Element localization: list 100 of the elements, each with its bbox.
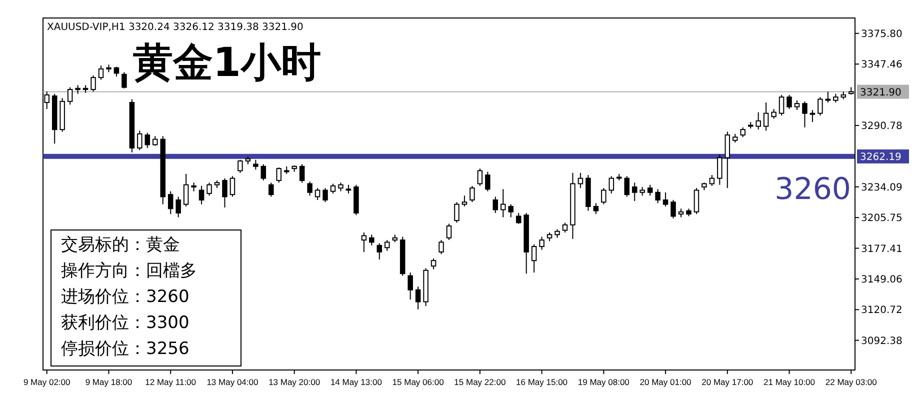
candlestick xyxy=(624,176,630,198)
candlestick xyxy=(98,65,104,80)
candlestick xyxy=(307,181,312,196)
x-tick-label: 20 May 01:00 xyxy=(640,377,692,387)
candlestick xyxy=(786,94,792,110)
candlestick xyxy=(322,188,328,203)
x-tick-label: 21 May 10:00 xyxy=(764,377,816,387)
candlestick xyxy=(253,159,258,170)
chart-subtitle: XAUUSD-VIP,H1 3320.24 3326.12 3319.38 3321.90 xyxy=(47,22,304,33)
candlestick xyxy=(516,212,522,224)
candlestick xyxy=(778,94,784,116)
x-tick-label: 15 May 22:00 xyxy=(454,377,506,387)
candlestick xyxy=(825,91,831,103)
candlestick xyxy=(740,126,746,138)
x-tick-label: 22 May 03:00 xyxy=(825,377,878,387)
candlestick xyxy=(539,236,544,250)
candlestick xyxy=(562,222,568,233)
candlestick xyxy=(430,258,436,270)
candlestick xyxy=(176,196,181,218)
candlestick xyxy=(670,199,676,219)
candlestick xyxy=(709,174,715,186)
x-tick-label: 20 May 17:00 xyxy=(702,377,754,387)
candlestick xyxy=(462,195,468,207)
candlestick xyxy=(810,110,816,122)
candlestick xyxy=(508,204,514,218)
annotation: 3260 xyxy=(774,172,851,207)
candlestick xyxy=(183,173,189,207)
candlestick xyxy=(802,100,808,128)
candlestick xyxy=(470,185,475,203)
candlestick xyxy=(694,188,700,215)
candlestick xyxy=(454,202,460,224)
annotation: 停损价位：3256 xyxy=(61,339,190,359)
candlestick xyxy=(756,112,761,130)
y-tick-label: 3092.38 xyxy=(861,336,902,347)
candlestick xyxy=(477,168,483,186)
candlestick xyxy=(361,232,367,252)
annotation: 交易标的：黄金 xyxy=(61,235,180,255)
candlestick xyxy=(222,178,228,208)
candlestick xyxy=(492,196,498,214)
candlestick xyxy=(198,185,204,205)
candlestick xyxy=(67,86,73,106)
candlestick xyxy=(114,66,120,77)
x-tick-label: 14 May 13:00 xyxy=(330,377,382,387)
y-tick-label: 3375.80 xyxy=(861,28,902,40)
candlestick xyxy=(408,272,413,300)
candlestick xyxy=(314,188,320,200)
candlestick xyxy=(438,240,444,255)
x-tick-label: 12 May 11:00 xyxy=(145,377,196,387)
ref-line-label: 3262.19 xyxy=(860,152,902,163)
candlestick xyxy=(276,166,282,184)
x-tick-label: 9 May 02:00 xyxy=(23,377,71,387)
candlestick xyxy=(608,176,614,194)
x-tick-label: 13 May 04:00 xyxy=(206,377,258,387)
candlestick xyxy=(578,172,584,189)
x-tick-label: 13 May 20:00 xyxy=(268,377,320,387)
candlestick xyxy=(384,240,390,252)
candlestick xyxy=(593,202,599,215)
y-tick-label: 3149.06 xyxy=(861,274,902,286)
candlestick xyxy=(647,184,653,196)
candlestick xyxy=(330,183,336,194)
candlestick xyxy=(90,74,96,92)
candlestick xyxy=(268,182,274,198)
candlestick xyxy=(601,188,606,205)
candlestick xyxy=(763,102,769,132)
candlestick xyxy=(415,286,421,310)
y-tick-label: 3120.72 xyxy=(861,305,902,316)
x-tick-label: 9 May 18:00 xyxy=(85,377,132,387)
annotation: 进场价位：3260 xyxy=(61,287,190,307)
candlestick xyxy=(485,171,490,192)
candlestick xyxy=(818,96,823,116)
x-tick-label: 19 May 08:00 xyxy=(578,377,630,387)
annotation: 操作方向：回檔多 xyxy=(61,261,197,281)
ref-line-label: 3321.90 xyxy=(860,87,902,98)
candlestick xyxy=(500,188,506,218)
candlestick xyxy=(446,223,452,241)
candlestick xyxy=(238,159,243,174)
candlestick xyxy=(230,176,236,198)
candlestick xyxy=(369,234,374,246)
candlestick xyxy=(299,164,305,184)
candlestick xyxy=(168,190,174,215)
candlestick xyxy=(794,100,800,111)
candlestick xyxy=(122,72,127,89)
text: 黄金1小时 xyxy=(133,40,321,86)
candlestick xyxy=(260,164,266,181)
y-tick-label: 3205.75 xyxy=(861,213,902,224)
candlestick xyxy=(632,182,638,202)
candlestick xyxy=(376,242,382,260)
candlestick xyxy=(655,188,660,204)
candlestick xyxy=(144,132,150,148)
annotation: 获利价位：3300 xyxy=(61,313,190,333)
candlestick xyxy=(771,108,776,120)
candlestick xyxy=(662,192,668,207)
x-tick-label: 15 May 06:00 xyxy=(392,377,444,387)
y-tick-label: 3177.41 xyxy=(861,244,902,255)
candlestick xyxy=(717,154,722,186)
y-tick-label: 3290.78 xyxy=(861,120,902,132)
x-tick-label: 16 May 15:00 xyxy=(516,377,568,387)
y-tick-label: 3234.09 xyxy=(861,182,902,194)
candlestick xyxy=(531,244,537,274)
candlestick xyxy=(137,130,142,151)
